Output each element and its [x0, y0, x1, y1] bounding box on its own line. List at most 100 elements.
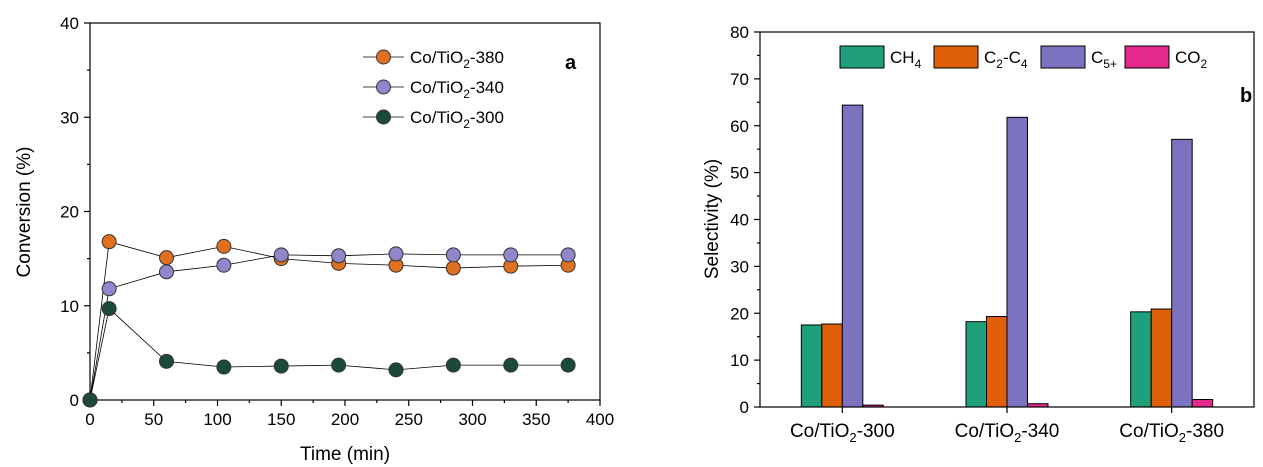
y-tick-label: 30 [60, 108, 79, 127]
series-line [89, 307, 569, 401]
bar [821, 323, 843, 408]
panel-b-legend: CH4 C2-C4 C5+ CO2 [839, 45, 1208, 71]
legend-label: Co/TiO2-380 [410, 48, 504, 71]
data-point [331, 248, 347, 264]
bar [841, 104, 864, 408]
data-point [503, 357, 519, 373]
bar [1171, 138, 1193, 408]
data-point [101, 281, 117, 297]
y-tick-label: 40 [730, 211, 749, 230]
data-point [216, 238, 232, 254]
y-tick-label: 0 [70, 391, 79, 410]
category-tail: -300 [857, 421, 895, 442]
bar [1150, 308, 1173, 408]
legend-entry: C5+ [1040, 45, 1117, 71]
legend-label-main: C [1091, 48, 1103, 67]
category-subscript: 2 [849, 430, 856, 445]
legend-swatch [839, 45, 885, 69]
legend-label-main: CO [1175, 48, 1201, 67]
data-point [503, 247, 519, 263]
data-point [216, 257, 232, 273]
x-tick-label: 150 [267, 410, 295, 429]
y-tick-label: 10 [730, 351, 749, 370]
legend-marker [376, 79, 391, 95]
x-tick-label: 350 [522, 410, 550, 429]
bar [1191, 399, 1214, 408]
legend-entry: CH4 [839, 45, 922, 71]
y-tick-label: 20 [60, 203, 79, 222]
data-point [388, 246, 404, 262]
data-point [560, 357, 576, 373]
x-tick-label: 100 [203, 410, 231, 429]
legend-entry: C2-C4 [933, 45, 1028, 71]
series-380 [82, 234, 576, 408]
legend-label-tail: -340 [470, 78, 504, 97]
panel-a-legend: Co/TiO2-380 Co/TiO2-340 Co/TiO2-300 [363, 48, 504, 131]
x-category-label: Co/TiO2-340 [955, 421, 1060, 445]
bar [986, 316, 1008, 408]
category-subscript: 2 [1179, 430, 1186, 445]
data-point [445, 247, 461, 263]
data-point [216, 359, 232, 375]
legend-label-subscript: 2 [996, 57, 1003, 71]
data-point [273, 358, 289, 374]
data-point [101, 301, 117, 317]
legend-swatch [933, 45, 979, 69]
panel-a-y-axis-title: Conversion (%) [14, 147, 35, 278]
panel-b-letter: b [1240, 85, 1252, 107]
x-tick-label: 300 [458, 410, 486, 429]
series-340 [82, 246, 576, 408]
y-tick-label: 10 [60, 297, 79, 316]
x-tick-label: 250 [395, 410, 423, 429]
legend-label: C2-C4 [984, 48, 1028, 71]
panel-a-series [82, 234, 576, 408]
legend-label-tail: -380 [470, 48, 504, 67]
legend-label: CH4 [890, 48, 922, 71]
legend-label-subscript: 4 [1021, 57, 1028, 71]
y-tick-label: 20 [730, 304, 749, 323]
panel-b-bars [800, 104, 1214, 408]
legend-label-subscript: 2 [1201, 57, 1208, 71]
category-main: Co/TiO [955, 421, 1014, 442]
category-tail: -340 [1021, 421, 1059, 442]
category-tail: -380 [1186, 421, 1224, 442]
data-point [159, 353, 174, 369]
data-point [388, 362, 404, 378]
category-subscript: 2 [1014, 430, 1021, 445]
legend-label-tail: -300 [470, 108, 504, 127]
panel-a-y-ticks: 0 10 20 30 40 [60, 14, 90, 410]
legend-swatch [1040, 45, 1086, 69]
legend-label: C5+ [1091, 48, 1117, 71]
legend-entry: Co/TiO2-340 [363, 78, 504, 101]
panel-a-conversion-chart: 0 50 100 150 200 250 300 350 400 0 10 20 30 40 Time … [14, 14, 614, 465]
data-point [445, 357, 461, 373]
y-tick-label: 0 [740, 398, 749, 417]
legend-label-subscript: 4 [915, 57, 922, 71]
panel-b-selectivity-chart: Co/TiO2-300 Co/TiO2-340 Co/TiO2-380 010203… [702, 23, 1255, 445]
y-tick-label: 30 [730, 257, 749, 276]
series-line [89, 253, 569, 401]
legend-label-tail: -C [1003, 48, 1021, 67]
data-point [159, 264, 174, 280]
legend-entry: Co/TiO2-300 [363, 108, 504, 131]
legend-label: CO2 [1175, 48, 1208, 71]
category-main: Co/TiO [790, 421, 849, 442]
y-tick-label: 40 [60, 14, 79, 33]
x-tick-label: 0 [85, 410, 94, 429]
legend-entry: Co/TiO2-380 [363, 48, 504, 71]
legend-label-subscript: 5+ [1103, 57, 1117, 71]
legend-marker [376, 49, 391, 65]
legend-swatch [1124, 45, 1170, 69]
legend-marker [376, 109, 391, 125]
y-tick-label: 80 [730, 23, 749, 42]
bar [965, 321, 987, 408]
legend-entry: CO2 [1124, 45, 1208, 71]
y-tick-label: 60 [730, 117, 749, 136]
panel-b-y-axis-title: Selectivity (%) [702, 159, 723, 279]
legend-label-main: CH [890, 48, 915, 67]
bar [800, 324, 823, 408]
data-point [101, 234, 117, 250]
panel-b-y-ticks: 0 10 20 30 40 50 60 70 80 [730, 23, 760, 417]
bar [1130, 311, 1152, 408]
